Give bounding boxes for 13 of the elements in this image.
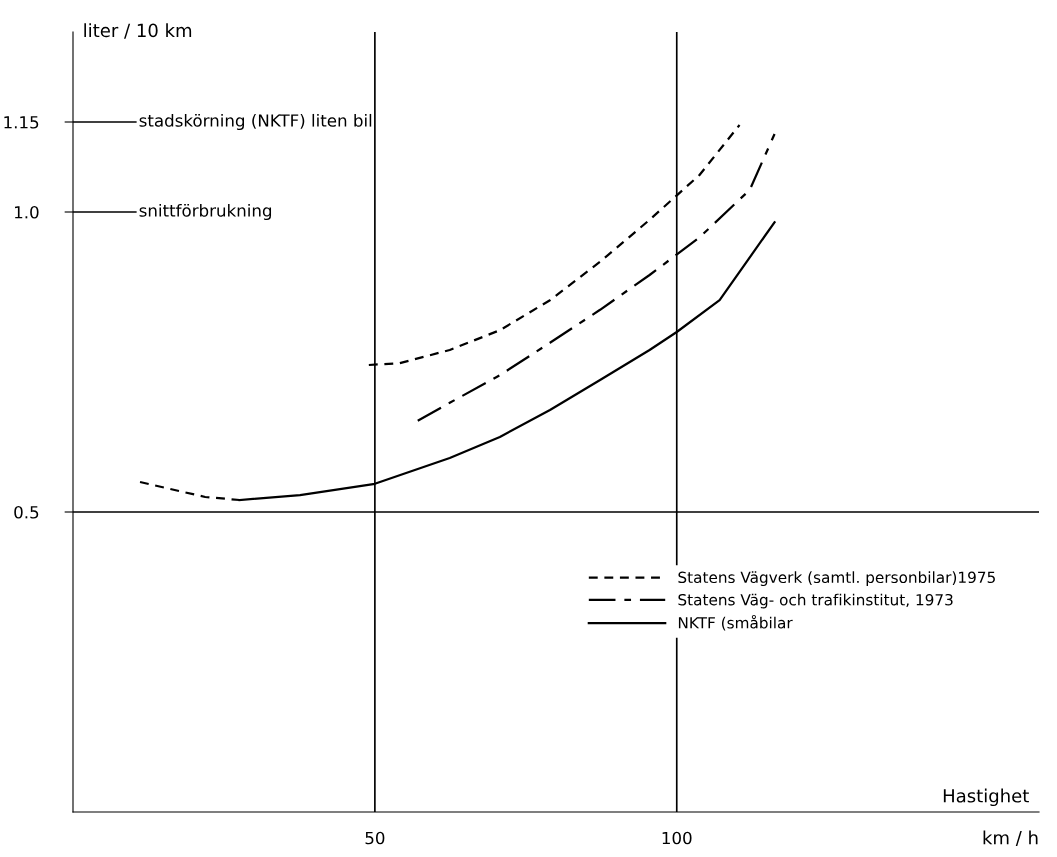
y-tick-label: 1.15 xyxy=(4,116,39,129)
legend-label: NKTF (småbilar xyxy=(678,614,793,631)
ref-line-label: stadskörning (NKTF) liten bil xyxy=(139,113,372,131)
y-tick-label: 1.0 xyxy=(14,205,39,219)
text: km / h xyxy=(983,830,1038,846)
x-tick-label: 50 xyxy=(365,831,385,845)
x-tick-label: 100 xyxy=(662,831,692,845)
x-axis-title: Hastighet xyxy=(943,788,1029,807)
legend-label: Statens Väg- och trafikinstitut, 1973 xyxy=(678,593,953,609)
y-axis-title: liter / 10 km xyxy=(84,23,192,39)
ref-line-label: snittförbrukning xyxy=(139,203,272,221)
y-tick-label: 0.5 xyxy=(14,505,39,519)
legend-label: Statens Vägverk (samtl. personbilar)1975 xyxy=(678,571,995,587)
